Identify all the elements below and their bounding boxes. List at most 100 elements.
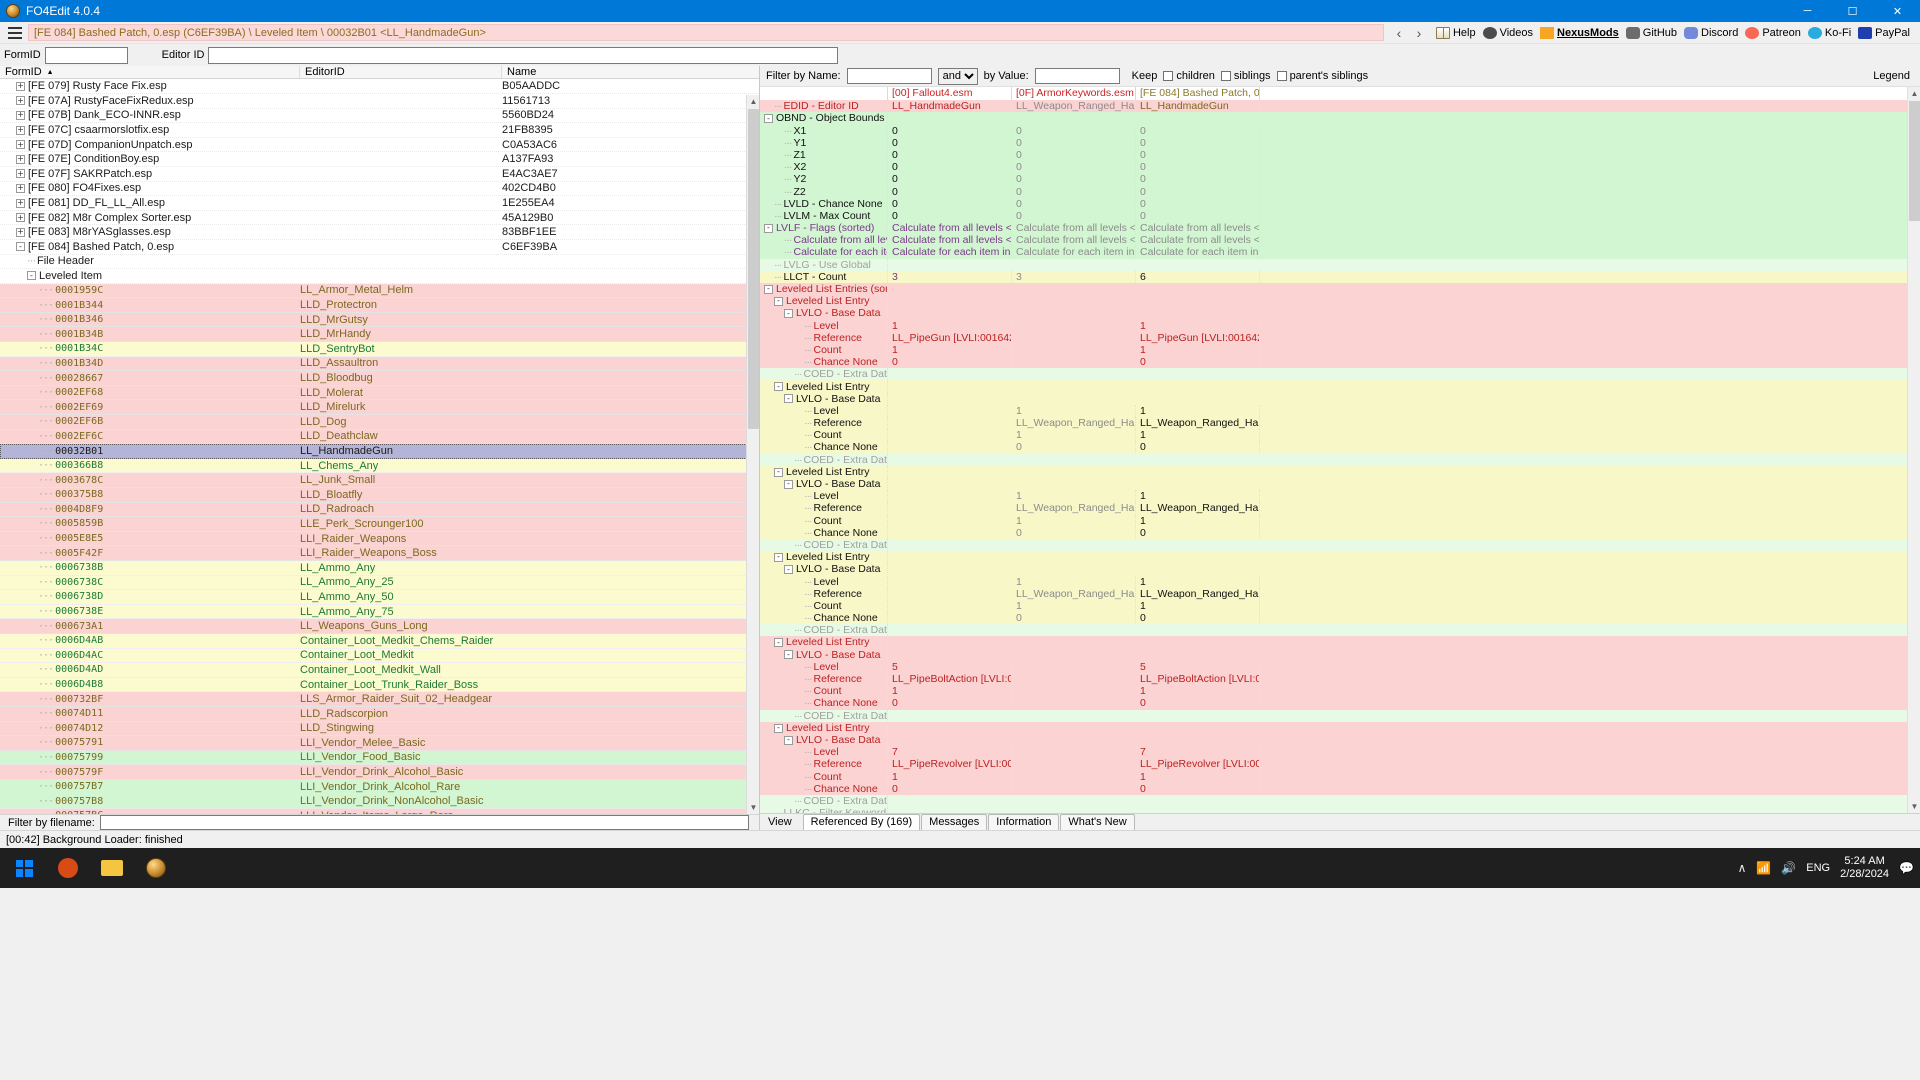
expand-icon[interactable]: +	[16, 183, 25, 193]
firefox-icon[interactable]	[48, 848, 88, 888]
record-value-fallout4[interactable]: Calculate for each item in count	[888, 246, 1012, 259]
maximize-button[interactable]: ☐	[1847, 5, 1858, 18]
tree-row[interactable]: ··· 0006D4AD Container_Loot_Medkit_Wall	[0, 663, 759, 678]
toolbar-link-patreon[interactable]: Patreon	[1743, 26, 1803, 39]
record-value-armorkeywords[interactable]: 1	[1012, 599, 1136, 612]
record-value-bashedpatch[interactable]: LL_HandmadeGun	[1136, 100, 1260, 113]
record-value-fallout4[interactable]: 1	[888, 343, 1012, 356]
tab-information[interactable]: Information	[988, 814, 1060, 830]
record-value-armorkeywords[interactable]: 0	[1012, 173, 1136, 186]
tree-row[interactable]: + [FE 07B] Dank_ECO-INNR.esp 5560BD24	[0, 108, 759, 124]
tree-row[interactable]: ··· 0005859B LLE_Perk_Scrounger100	[0, 517, 759, 532]
record-grid[interactable]: [00] Fallout4.esm [0F] ArmorKeywords.esm…	[760, 87, 1920, 813]
scroll-up-icon[interactable]: ▲	[749, 97, 758, 107]
editorid-input[interactable]	[208, 46, 839, 64]
record-value-armorkeywords[interactable]: 0	[1012, 441, 1136, 454]
record-value-fallout4[interactable]: 0	[888, 124, 1012, 137]
record-row[interactable]: ··· Level 7 7	[760, 746, 1920, 759]
record-value-armorkeywords[interactable]: 1	[1012, 575, 1136, 588]
record-row[interactable]: - LVLF - Flags (sorted) Calculate from all…	[760, 222, 1920, 235]
tree-row[interactable]: - Leveled Item	[0, 269, 759, 284]
tree-row[interactable]: ··· 0001B34B LLD_MrHandy	[0, 327, 759, 343]
record-value-armorkeywords[interactable]: LL_Weapon_Ranged_Handmade...	[1012, 417, 1136, 430]
record-col-header-fallout4[interactable]: [00] Fallout4.esm	[888, 87, 1012, 101]
record-value-fallout4[interactable]: LL_PipeRevolver [LVLI:000CF798]	[888, 758, 1012, 771]
notification-icon[interactable]: 💬	[1899, 861, 1914, 875]
record-row[interactable]: ··· Y2 0 0 0	[760, 173, 1920, 186]
record-row[interactable]: ··· COED - Extra Data	[760, 709, 1920, 722]
record-value-bashedpatch[interactable]: 1	[1136, 319, 1260, 332]
back-arrow-icon[interactable]: ‹	[1396, 24, 1402, 41]
record-row[interactable]: - LVLO - Base Data	[760, 477, 1920, 491]
record-value-bashedpatch[interactable]: LL_PipeBoltAction [LVLI:00032B0...	[1136, 673, 1260, 686]
collapse-icon[interactable]: -	[784, 479, 793, 489]
record-value-armorkeywords[interactable]: 0	[1012, 209, 1136, 222]
expand-icon[interactable]: +	[16, 95, 25, 106]
tree-row[interactable]: ···000757BCLLI_Vendor_Items_Large_Rare	[0, 809, 759, 814]
tree-row[interactable]: ··· 0007579F LLI_Vendor_Drink_Alcohol_Basi…	[0, 765, 759, 780]
tree-row[interactable]: + [FE 07A] RustyFaceFixRedux.esp 11561713	[0, 93, 759, 109]
toolbar-link-discord[interactable]: Discord	[1682, 26, 1740, 39]
tree-row[interactable]: ··· 0006D4AC Container_Loot_Medkit	[0, 648, 759, 664]
record-value-fallout4[interactable]: 0	[888, 356, 1012, 369]
record-row[interactable]: ··· Count 1 1	[760, 429, 1920, 442]
tree-row[interactable]: ··· 000732BF LLS_Armor_Raider_Suit_02_Head…	[0, 692, 759, 707]
record-value-armorkeywords[interactable]: 0	[1012, 185, 1136, 198]
record-row[interactable]: ··· Count 1 1	[760, 514, 1920, 527]
record-value-bashedpatch[interactable]: 0	[1136, 441, 1260, 454]
tree-row[interactable]: ··· 0006738B LL_Ammo_Any	[0, 560, 759, 576]
collapse-icon[interactable]: -	[774, 723, 783, 733]
tree-row[interactable]: ··· 0001B34D LLD_Assaultron	[0, 356, 759, 372]
record-value-bashedpatch[interactable]: Calculate from all levels <= play...	[1136, 222, 1260, 235]
record-row[interactable]: ··· Level 1 1	[760, 575, 1920, 588]
record-value-bashedpatch[interactable]: 0	[1136, 697, 1260, 710]
collapse-icon[interactable]: -	[774, 552, 783, 562]
record-value-bashedpatch[interactable]: LL_PipeGun [LVLI:001642A8]	[1136, 331, 1260, 344]
expand-icon[interactable]: +	[16, 139, 25, 150]
record-row[interactable]: - LVLO - Base Data	[760, 648, 1920, 661]
collapse-icon[interactable]: -	[764, 114, 773, 124]
filter-by-value-input[interactable]	[1034, 68, 1120, 85]
tree-row[interactable]: ··· 0006738C LL_Ammo_Any_25	[0, 575, 759, 591]
tree-row[interactable]: + [FE 07C] csaarmorslotfix.esp 21FB8395	[0, 123, 759, 138]
tab-what-s-new[interactable]: What's New	[1060, 814, 1135, 830]
record-value-armorkeywords[interactable]: 1	[1012, 490, 1136, 503]
record-row[interactable]: ···Reference LL_Weapon_Ranged_Handmade...…	[760, 587, 1920, 600]
record-value-bashedpatch[interactable]: LL_PipeRevolver [LVLI:000CF798]	[1136, 758, 1260, 771]
fo4edit-taskbar-icon[interactable]	[136, 848, 176, 888]
collapse-icon[interactable]: -	[764, 223, 773, 233]
record-value-fallout4[interactable]: 3	[888, 270, 1012, 283]
record-value-armorkeywords[interactable]: 1	[1012, 429, 1136, 442]
record-row[interactable]: ···Calculate for each item i...Calculate…	[760, 246, 1920, 259]
record-value-bashedpatch[interactable]: LL_Weapon_Ranged_Handmade...	[1136, 502, 1260, 515]
expand-icon[interactable]: +	[16, 154, 25, 164]
record-value-bashedpatch[interactable]: LL_Weapon_Ranged_Handmade...	[1136, 417, 1260, 430]
tree-row[interactable]: ··· 000757B7 LLI_Vendor_Drink_Alcohol_Rare	[0, 779, 759, 795]
record-row[interactable]: ··· COED - Extra Data	[760, 538, 1920, 552]
record-grid-scrollbar[interactable]: ▲ ▼	[1907, 87, 1920, 813]
record-row[interactable]: ···Reference LL_Weapon_Ranged_Handmade...…	[760, 417, 1920, 430]
tree-row[interactable]: + [FE 07D] CompanionUnpatch.esp C0A53AC6	[0, 137, 759, 153]
tree-row[interactable]: ··· 00028667 LLD_Bloodbug	[0, 371, 759, 386]
record-value-fallout4[interactable]: Calculate from all levels <= play...	[888, 222, 1012, 235]
record-value-bashedpatch[interactable]: 6	[1136, 270, 1260, 283]
windows-start-icon[interactable]	[4, 848, 44, 888]
tree-row[interactable]: ··· 0002EF6B LLD_Dog	[0, 415, 759, 430]
record-value-armorkeywords[interactable]: 0	[1012, 148, 1136, 161]
scroll-thumb[interactable]	[1909, 101, 1920, 222]
tree-row[interactable]: ··· 0003678C LL_Junk_Small	[0, 473, 759, 488]
record-row[interactable]: ··· Level 5 5	[760, 660, 1920, 673]
tree-row[interactable]: + [FE 080] FO4Fixes.esp 402CD4B0	[0, 181, 759, 197]
collapse-icon[interactable]: -	[774, 467, 783, 477]
record-value-bashedpatch[interactable]: 1	[1136, 343, 1260, 356]
record-value-fallout4[interactable]: LL_PipeGun [LVLI:001642A8]	[888, 331, 1012, 344]
record-col-header-bashedpatch[interactable]: [FE 084] Bashed Patch, 0.esp	[1136, 87, 1260, 101]
record-row[interactable]: - Leveled List Entry	[760, 465, 1920, 478]
expand-icon[interactable]: +	[16, 227, 25, 237]
record-value-bashedpatch[interactable]: 1	[1136, 575, 1260, 588]
record-row[interactable]: - Leveled List Entry	[760, 295, 1920, 308]
record-row[interactable]: ··· COED - Extra Data	[760, 794, 1920, 808]
hamburger-icon[interactable]	[2, 23, 28, 43]
